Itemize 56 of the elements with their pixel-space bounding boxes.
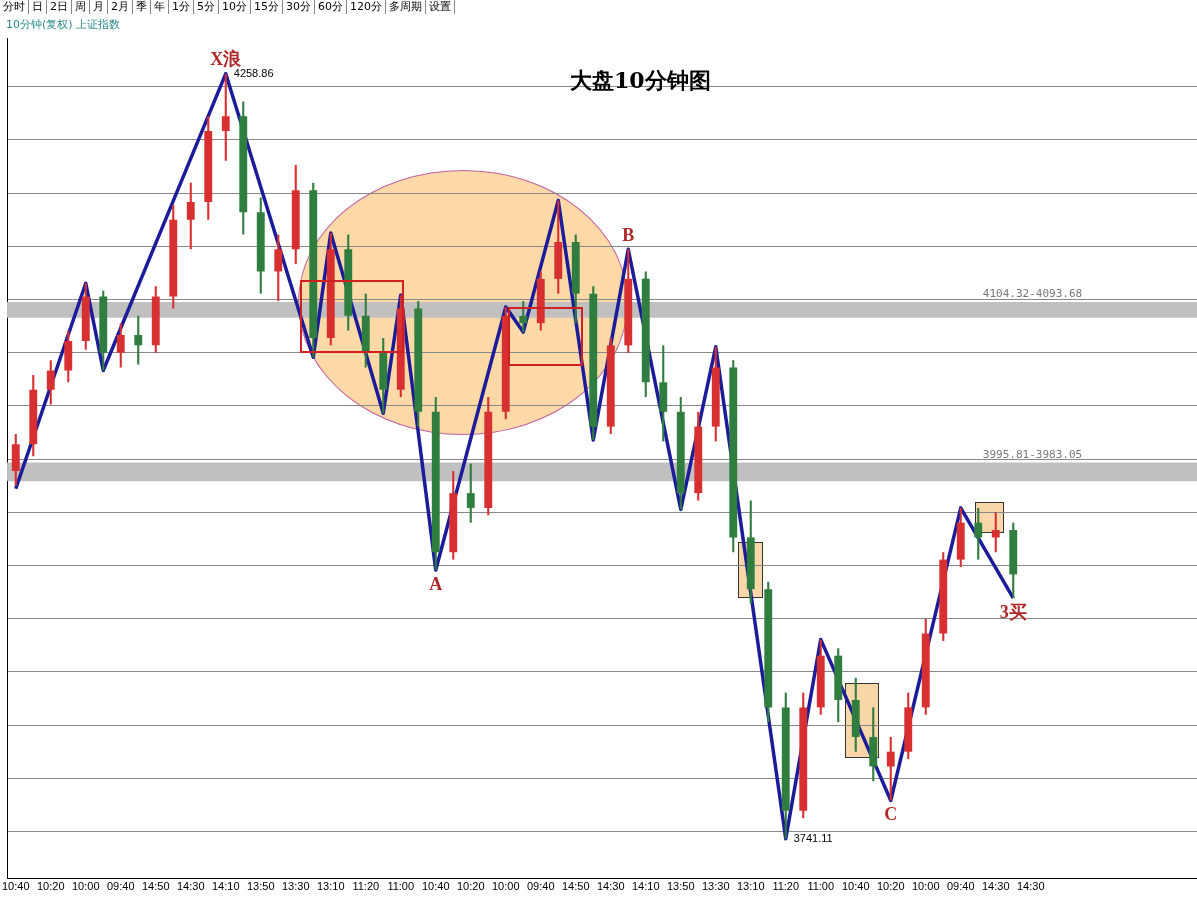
- x-tick-label: 13:10: [316, 880, 345, 893]
- annotation: C: [884, 804, 898, 825]
- text: 年: [151, 0, 169, 14]
- data-label: 3741.11: [793, 831, 833, 844]
- text: 5分: [194, 0, 219, 14]
- text: 2月: [108, 0, 133, 14]
- x-tick-label: 09:40: [526, 880, 555, 893]
- x-tick-label: 14:10: [631, 880, 660, 893]
- x-tick-label: 09:40: [107, 880, 135, 893]
- annotation: A: [429, 573, 443, 594]
- text: 10分: [219, 0, 251, 14]
- band-label: 3995.81-3983.05: [982, 447, 1083, 461]
- x-tick-label: 10:40: [421, 880, 450, 893]
- x-tick-label: 13:50: [666, 880, 695, 893]
- x-tick-label: 14:30: [596, 880, 625, 893]
- text: 季: [133, 0, 151, 14]
- x-tick-label: 14:30: [981, 880, 1010, 893]
- annotation: 3买: [999, 601, 1027, 622]
- x-tick-label: 10:00: [911, 880, 940, 893]
- chart-subtitle: 10分钟(复权) 上证指数: [6, 17, 121, 32]
- text: 2日: [47, 0, 72, 14]
- x-tick-label: 13:50: [247, 880, 275, 893]
- x-tick-label: 11:20: [352, 880, 380, 893]
- text: 120分: [347, 0, 386, 14]
- x-tick-label: 13:30: [701, 880, 730, 893]
- x-tick-label: 10:20: [456, 880, 485, 893]
- text: 60分: [315, 0, 347, 14]
- annotation: B: [622, 224, 635, 245]
- x-tick-label: 14:30: [177, 880, 205, 893]
- x-tick-label: 13:30: [281, 880, 310, 893]
- text: 1分: [169, 0, 194, 14]
- x-tick-label: 11:00: [387, 880, 415, 893]
- text: 分时: [0, 0, 29, 14]
- band-label: 4104.32-4093.68: [982, 287, 1083, 301]
- x-tick-label: 10:40: [2, 880, 30, 893]
- x-tick-label: 11:20: [772, 880, 800, 893]
- text: 15分: [251, 0, 283, 14]
- x-tick-label: 14:50: [142, 880, 170, 893]
- x-tick-label: 10:00: [491, 880, 520, 893]
- text: 多周期: [386, 0, 426, 14]
- x-tick-label: 10:40: [841, 880, 870, 893]
- x-tick-label: 10:20: [37, 880, 65, 893]
- x-tick-label: 14:30: [1016, 880, 1045, 893]
- x-tick-label: 14:10: [212, 880, 240, 893]
- text: 月: [90, 0, 108, 14]
- x-tick-label: 10:20: [876, 880, 905, 893]
- text: 周: [72, 0, 90, 14]
- text: 大盘10分钟图: [570, 66, 711, 95]
- x-tick-label: 10:00: [72, 880, 100, 893]
- x-tick-label: 09:40: [946, 880, 975, 893]
- x-tick-label: 11:00: [807, 880, 835, 893]
- text: 30分: [283, 0, 315, 14]
- x-tick-label: 14:50: [561, 880, 590, 893]
- text: 设置: [426, 0, 455, 14]
- text: 日: [29, 0, 47, 14]
- x-tick-label: 13:10: [736, 880, 765, 893]
